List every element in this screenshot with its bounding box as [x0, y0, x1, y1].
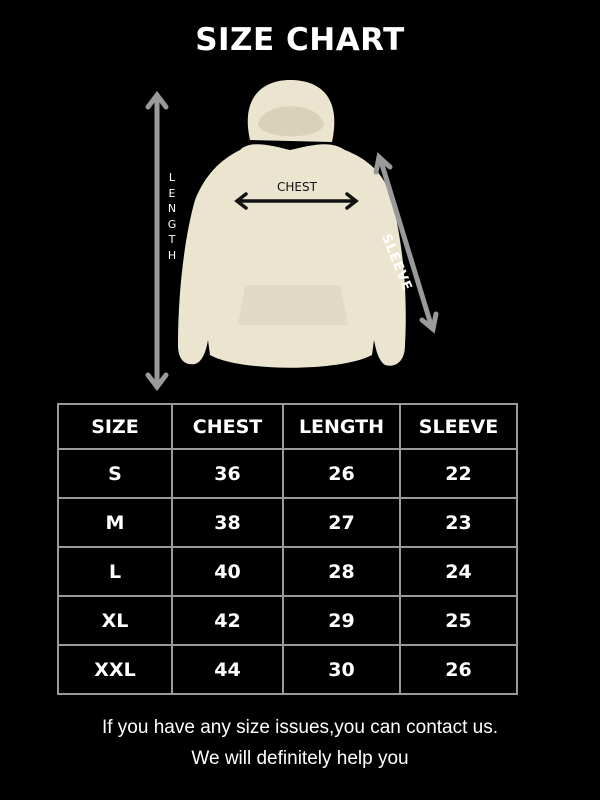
cell-length: 29: [282, 595, 401, 646]
hoodie-illustration: [178, 80, 406, 368]
length-label-letter: N: [167, 202, 177, 215]
footer-line-2: We will definitely help you: [191, 748, 409, 769]
cell-length: 28: [282, 546, 401, 597]
size-table: SIZE CHEST LENGTH SLEEVE S 36 26 22 M 38…: [57, 403, 518, 695]
chest-label: CHEST: [277, 180, 317, 194]
cell-sleeve: 26: [399, 644, 518, 695]
hoodie-diagram: [145, 80, 439, 392]
cell-size: XL: [57, 595, 173, 646]
chest-arrow: [234, 192, 359, 210]
cell-length: 26: [282, 448, 401, 499]
length-label-letter: H: [167, 248, 177, 262]
length-label-letter: E: [168, 186, 176, 200]
cell-chest: 42: [171, 595, 284, 646]
table-row: L 40 28 24: [57, 546, 518, 597]
length-label-letter: T: [168, 233, 176, 246]
cell-sleeve: 22: [399, 448, 518, 499]
table-row: S 36 26 22: [57, 448, 518, 499]
cell-size: M: [57, 497, 173, 548]
header-size: SIZE: [57, 403, 173, 450]
cell-size: S: [57, 448, 173, 499]
table-row: XXL 44 30 26: [57, 644, 518, 695]
sleeve-arrow: [373, 152, 439, 334]
cell-length: 27: [282, 497, 401, 548]
cell-sleeve: 25: [399, 595, 518, 646]
cell-chest: 44: [171, 644, 284, 695]
length-label-letter: G: [167, 217, 177, 231]
table-row: XL 42 29 25: [57, 595, 518, 646]
length-label-letter: L: [168, 171, 176, 184]
table-header-row: SIZE CHEST LENGTH SLEEVE: [57, 403, 518, 450]
cell-size: XXL: [57, 644, 173, 695]
page-title: SIZE CHART: [195, 22, 405, 58]
cell-chest: 36: [171, 448, 284, 499]
cell-sleeve: 24: [399, 546, 518, 597]
cell-length: 30: [282, 644, 401, 695]
cell-chest: 40: [171, 546, 284, 597]
cell-chest: 38: [171, 497, 284, 548]
header-chest: CHEST: [171, 403, 284, 450]
table-row: M 38 27 23: [57, 497, 518, 548]
footer-note: If you have any size issues,you can cont…: [0, 712, 600, 774]
length-arrow: [145, 90, 169, 392]
cell-size: L: [57, 546, 173, 597]
header-sleeve: SLEEVE: [399, 403, 518, 450]
header-length: LENGTH: [282, 403, 401, 450]
cell-sleeve: 23: [399, 497, 518, 548]
footer-line-1: If you have any size issues,you can cont…: [101, 717, 499, 738]
